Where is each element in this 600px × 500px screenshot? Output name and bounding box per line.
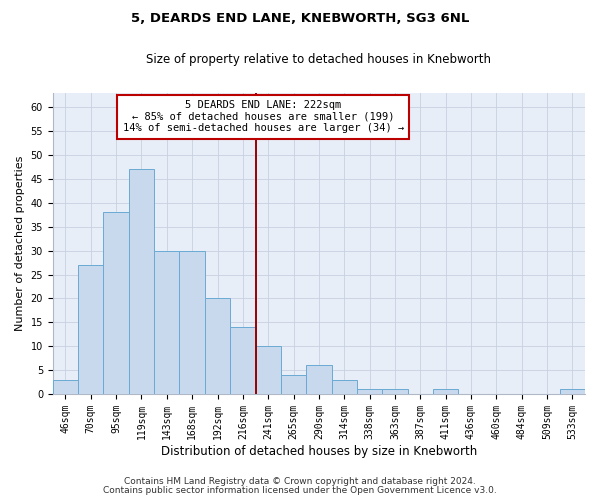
Text: Contains public sector information licensed under the Open Government Licence v3: Contains public sector information licen… (103, 486, 497, 495)
Bar (306, 366, 332, 394)
Bar (103, 212, 129, 394)
Bar (332, 380, 357, 394)
Bar (205, 298, 230, 394)
Bar (53, 380, 78, 394)
Text: 5 DEARDS END LANE: 222sqm
← 85% of detached houses are smaller (199)
14% of semi: 5 DEARDS END LANE: 222sqm ← 85% of detac… (122, 100, 404, 134)
X-axis label: Distribution of detached houses by size in Knebworth: Distribution of detached houses by size … (161, 444, 477, 458)
Bar (560, 389, 585, 394)
Bar (433, 389, 458, 394)
Text: Contains HM Land Registry data © Crown copyright and database right 2024.: Contains HM Land Registry data © Crown c… (124, 477, 476, 486)
Bar (256, 346, 281, 394)
Bar (357, 389, 382, 394)
Bar (154, 250, 179, 394)
Y-axis label: Number of detached properties: Number of detached properties (15, 156, 25, 331)
Title: Size of property relative to detached houses in Knebworth: Size of property relative to detached ho… (146, 52, 491, 66)
Text: 5, DEARDS END LANE, KNEBWORTH, SG3 6NL: 5, DEARDS END LANE, KNEBWORTH, SG3 6NL (131, 12, 469, 26)
Bar (281, 375, 306, 394)
Bar (382, 389, 407, 394)
Bar (78, 265, 103, 394)
Bar (230, 327, 256, 394)
Bar (179, 250, 205, 394)
Bar (129, 170, 154, 394)
